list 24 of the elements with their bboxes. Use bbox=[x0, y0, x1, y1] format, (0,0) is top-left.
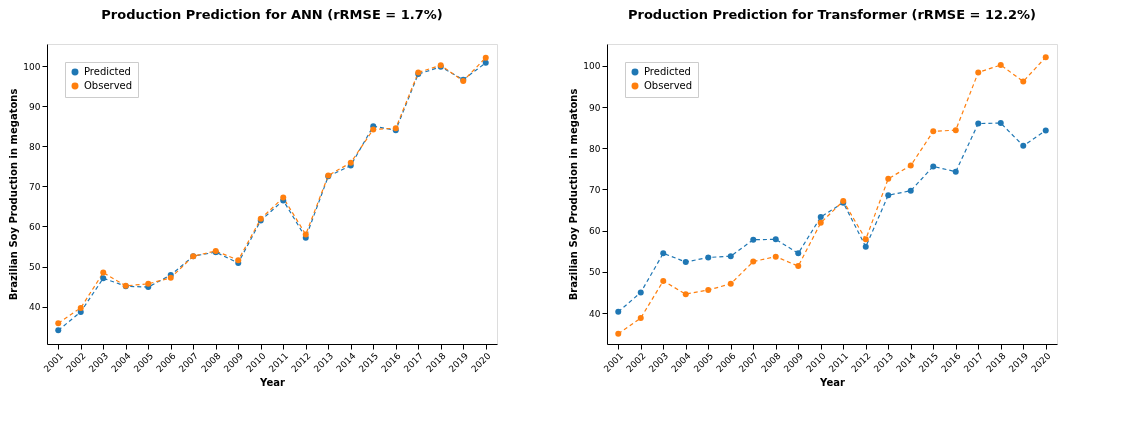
y-tick-label: 100 bbox=[23, 61, 41, 72]
y-tick-label: 60 bbox=[29, 221, 41, 232]
legend-label: Predicted bbox=[644, 66, 691, 77]
legend-label: Observed bbox=[644, 80, 693, 91]
y-tick-label: 100 bbox=[583, 61, 601, 72]
y-tick-label: 70 bbox=[589, 184, 601, 195]
chart-title: Production Prediction for Transformer (rRMSE = 12.2%) bbox=[627, 7, 1037, 22]
y-tick-label: 80 bbox=[29, 141, 41, 152]
legend-label: Observed bbox=[84, 80, 133, 91]
y-axis-title: Brazilian Soy Production in megatons bbox=[568, 88, 580, 301]
y-axis-title: Brazilian Soy Production in megatons bbox=[8, 88, 20, 301]
y-tick-label: 50 bbox=[589, 267, 601, 278]
y-tick-label: 50 bbox=[29, 262, 41, 273]
y-tick-label: 70 bbox=[29, 181, 41, 192]
legend-label: Predicted bbox=[84, 66, 131, 77]
y-tick-label: 40 bbox=[29, 302, 41, 313]
y-tick-label: 40 bbox=[589, 308, 601, 319]
chart-title: Production Prediction for ANN (rRMSE = 1.7%) bbox=[101, 7, 443, 22]
y-tick-label: 90 bbox=[29, 101, 41, 112]
x-axis-title: Year bbox=[259, 377, 285, 389]
y-tick-label: 90 bbox=[589, 102, 601, 113]
y-tick-label: 60 bbox=[589, 226, 601, 237]
y-tick-label: 80 bbox=[589, 143, 601, 154]
x-axis-title: Year bbox=[819, 377, 845, 389]
